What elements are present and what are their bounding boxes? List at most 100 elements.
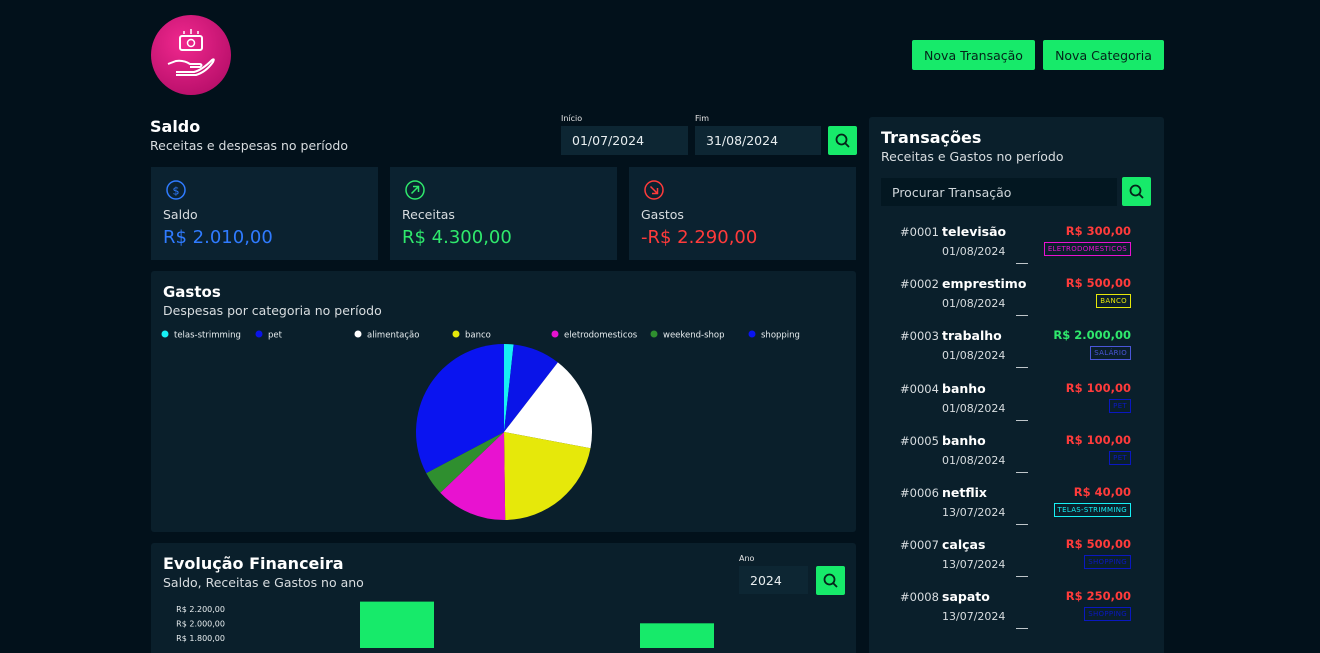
transaction-amount: R$ 500,00: [1065, 537, 1131, 552]
legend-marker: [650, 330, 658, 338]
category-badge: SHOPPING: [1084, 607, 1131, 622]
transaction-row: #0008 sapato 13/07/2024 R$ 250,00 SHOPPING: [869, 583, 1163, 635]
legend-marker: [161, 330, 169, 338]
transaction-date: 13/07/2024: [942, 506, 1006, 519]
transaction-date: 13/07/2024: [942, 610, 1006, 624]
bar-chart: R$ 1.800,00 R$ 2.000,00 R$ 2.200,00: [176, 601, 714, 648]
svg-text:$: $: [173, 185, 180, 198]
transaction-id: #0002: [900, 277, 939, 292]
transaction-id: #0004: [900, 381, 939, 396]
search-input[interactable]: Procurar Transação: [881, 178, 1117, 206]
pie-slice: [504, 344, 514, 432]
separator: [1016, 471, 1028, 473]
start-date-input[interactable]: 01/07/2024: [561, 126, 688, 155]
transaction-id: #0007: [900, 538, 939, 553]
transaction-name: banho: [942, 432, 986, 448]
category-badge: PET: [1109, 450, 1131, 465]
pie-slice: [426, 432, 504, 493]
transaction-row: #0001 televisão 01/08/2024 R$ 300,00 ELETROD…: [869, 218, 1163, 270]
card-value: R$ 4.300,00: [402, 227, 512, 248]
legend-marker: [748, 330, 756, 338]
legend-label: weekend-shop: [663, 331, 725, 341]
panel-title: Transações: [881, 128, 982, 147]
transaction-date: 01/08/2024: [942, 245, 1006, 258]
transaction-date: 01/08/2024: [942, 297, 1006, 311]
card-label: Receitas: [402, 207, 455, 222]
legend-label: pet: [268, 331, 283, 341]
transaction-row: #0006 netflix 13/07/2024 R$ 40,00 TELAS-STRI…: [869, 479, 1163, 531]
transaction-name: banho: [942, 380, 986, 396]
field-label: Ano: [739, 554, 755, 563]
bar: [360, 601, 434, 648]
pie-slice: [504, 344, 558, 432]
category-badge: ELETRODOMESTICOS: [1043, 242, 1131, 256]
category-badge: BANCO: [1096, 294, 1131, 309]
pie-slice: [504, 362, 592, 449]
y-tick-label: R$ 2.200,00: [176, 605, 225, 614]
search-button[interactable]: [816, 566, 845, 595]
end-date-input[interactable]: 31/08/2024: [695, 126, 821, 155]
panel-title: Gastos: [163, 283, 221, 301]
card-label: Gastos: [641, 207, 684, 222]
transaction-amount: R$ 40,00: [1073, 485, 1131, 499]
logo: [151, 15, 231, 95]
transaction-date: 01/08/2024: [942, 453, 1006, 467]
transaction-name: trabalho: [942, 328, 1002, 344]
transaction-row: #0002 emprestimo 01/08/2024 R$ 500,00 BANCO: [869, 270, 1163, 322]
card-label: Saldo: [163, 207, 198, 222]
separator: [1016, 263, 1028, 264]
legend-label: shopping: [761, 331, 800, 341]
summary-card: Gastos -R$ 2.290,00: [629, 167, 856, 260]
search-button[interactable]: [1122, 177, 1151, 206]
legend-marker: [452, 330, 460, 338]
year-input[interactable]: 2024: [739, 566, 808, 594]
separator: [1016, 576, 1028, 578]
transaction-amount: R$ 2.000,00: [1053, 328, 1131, 343]
legend-label: eletrodomesticos: [564, 331, 638, 341]
legend-label: banco: [465, 331, 491, 341]
transaction-amount: R$ 500,00: [1065, 276, 1131, 291]
evolution-panel: Evolução Financeira Saldo, Receitas e Ga…: [151, 543, 856, 653]
transaction-id: #0005: [900, 433, 939, 448]
legend-marker: [551, 330, 559, 338]
search-button[interactable]: [828, 126, 857, 155]
panel-subtitle: Saldo, Receitas e Gastos no ano: [163, 575, 364, 590]
transaction-date: 01/08/2024: [942, 349, 1006, 363]
new-category-button[interactable]: Nova Categoria: [1043, 40, 1164, 70]
separator: [1016, 524, 1028, 525]
transaction-id: #0001: [900, 225, 939, 239]
legend-marker: [255, 330, 263, 338]
section-subtitle: Receitas e despesas no período: [150, 138, 348, 153]
transaction-amount: R$ 100,00: [1065, 432, 1131, 447]
separator: [1016, 315, 1028, 317]
transaction-name: sapato: [942, 589, 990, 605]
summary-card: $ Saldo R$ 2.010,00: [151, 167, 378, 260]
transaction-amount: R$ 250,00: [1065, 589, 1131, 604]
panel-subtitle: Despesas por categoria no período: [163, 303, 382, 318]
transaction-row: #0007 calças 13/07/2024 R$ 500,00 SHOPPING: [869, 531, 1163, 583]
pie-slice: [416, 344, 504, 474]
transaction-list: #0001 televisão 01/08/2024 R$ 300,00 ELETROD…: [869, 218, 1164, 653]
field-label: Fim: [695, 114, 710, 123]
transaction-date: 13/07/2024: [942, 558, 1006, 572]
y-tick-label: R$ 1.800,00: [176, 634, 225, 643]
transaction-name: televisão: [942, 224, 1007, 239]
card-value: -R$ 2.290,00: [641, 227, 758, 248]
transaction-name: netflix: [942, 485, 987, 500]
new-transaction-button[interactable]: Nova Transação: [912, 40, 1035, 70]
transaction-name: calças: [942, 537, 986, 553]
transactions-panel: Transações Receitas e Gastos no período …: [869, 117, 1164, 653]
category-badge: PET: [1109, 398, 1131, 413]
transaction-row: #0004 banho 01/08/2024 R$ 100,00 PET: [869, 375, 1163, 427]
panel-subtitle: Receitas e Gastos no período: [881, 149, 1064, 164]
bar: [640, 623, 714, 648]
field-label: Início: [561, 114, 583, 123]
separator: [1016, 367, 1028, 369]
legend-marker: [354, 330, 362, 338]
icon: [644, 180, 664, 200]
transaction-id: #0003: [900, 329, 939, 344]
transaction-amount: R$ 300,00: [1065, 224, 1131, 238]
separator: [1016, 628, 1028, 630]
legend-label: telas-strimming: [174, 331, 241, 341]
legend-label: alimentação: [367, 331, 419, 341]
